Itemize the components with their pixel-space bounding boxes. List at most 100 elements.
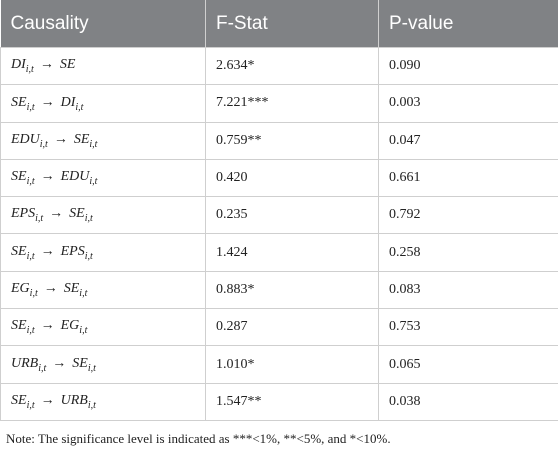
f-stat-cell: 2.634* <box>205 46 379 86</box>
causality-cell: EDUi,t → SEi,t <box>0 121 206 160</box>
causality-cell: EGi,t → SEi,t <box>0 270 206 310</box>
header-cell: F-Stat <box>205 0 379 48</box>
term-subscript: i,t <box>26 250 35 262</box>
math-term: EGi,t <box>60 318 88 337</box>
term-subscript: i,t <box>87 399 96 411</box>
f-stat-cell: 0.420 <box>205 158 379 198</box>
term-base: EG <box>60 318 80 334</box>
p-value-cell: 0.083 <box>378 270 558 310</box>
table-row: EPSi,t → SEi,t 0.235 0.792 <box>0 196 558 235</box>
term-base: EDU <box>60 169 90 185</box>
math-term: DIi,t <box>60 94 84 113</box>
f-stat-cell: 0.759** <box>205 121 379 160</box>
math-term: URBi,t <box>60 392 96 411</box>
causality-cell: EPSi,t → SEi,t <box>0 196 206 235</box>
term-subscript: i,t <box>38 362 47 374</box>
math-term: SEi,t <box>11 392 35 411</box>
table-row: SEi,t → DIi,t 7.221*** 0.003 <box>0 84 558 123</box>
math-term: SEi,t <box>69 206 93 225</box>
term-base: SE <box>59 57 76 73</box>
term-subscript: i,t <box>25 64 34 76</box>
table-row: SEi,t → EDUi,t 0.420 0.661 <box>0 158 558 198</box>
f-stat-cell: 0.235 <box>205 196 379 235</box>
math-term: SEi,t <box>73 131 98 150</box>
term-base: SE <box>11 392 27 408</box>
math-term: SEi,t <box>11 169 35 187</box>
p-value-cell: 0.661 <box>378 158 558 198</box>
term-subscript: i,t <box>84 213 93 225</box>
p-value-cell: 0.065 <box>378 345 558 384</box>
math-term: EPSi,t <box>11 206 44 225</box>
table-row: URBi,t → SEi,t 1.010* 0.065 <box>0 345 558 384</box>
math-term: URBi,t <box>11 355 47 374</box>
term-subscript: i,t <box>89 175 98 187</box>
math-term: SEi,t <box>11 94 35 113</box>
term-subscript: i,t <box>79 287 88 299</box>
f-stat-cell: 0.883* <box>205 270 379 310</box>
term-base: EPS <box>60 243 85 259</box>
math-term: EGi,t <box>11 281 38 299</box>
arrow: → <box>52 355 67 371</box>
term-base: DI <box>60 94 76 110</box>
math-term: SEi,t <box>72 355 96 374</box>
term-base: SE <box>11 318 27 334</box>
table-head: Causality F-Stat P-value <box>0 0 558 48</box>
term-subscript: i,t <box>26 399 35 411</box>
data-table: Causality F-Stat P-value DIi,t → SE 2.634* 0.0… <box>0 0 558 421</box>
table-row: SEi,t → URBi,t 1.547** 0.038 <box>0 382 558 421</box>
f-stat-cell: 1.424 <box>205 233 379 272</box>
arrow: → <box>39 57 54 73</box>
arrow: → <box>40 318 55 334</box>
header-cell: Causality <box>0 0 206 48</box>
p-value-cell: 0.792 <box>378 196 558 235</box>
term-subscript: i,t <box>29 287 38 299</box>
table-row: EGi,t → SEi,t 0.883* 0.083 <box>0 270 558 310</box>
term-subscript: i,t <box>39 138 48 150</box>
table-row: EDUi,t → SEi,t 0.759** 0.047 <box>0 121 558 160</box>
p-value-cell: 0.003 <box>378 84 558 123</box>
term-base: URB <box>11 355 39 371</box>
p-value-cell: 0.047 <box>378 121 558 160</box>
causality-cell: URBi,t → SEi,t <box>0 345 206 384</box>
f-stat-cell: 7.221*** <box>205 84 379 123</box>
term-base: SE <box>69 206 85 222</box>
term-subscript: i,t <box>35 213 44 225</box>
term-subscript: i,t <box>84 250 93 262</box>
arrow: → <box>43 281 58 297</box>
term-subscript: i,t <box>26 175 35 187</box>
term-subscript: i,t <box>79 325 88 337</box>
term-subscript: i,t <box>26 325 35 337</box>
table-body: DIi,t → SE 2.634* 0.090 SEi,t → DIi,t 7.221*** 0.… <box>0 46 558 421</box>
math-term: SEi,t <box>11 318 35 337</box>
term-base: SE <box>11 94 27 110</box>
table-row: DIi,t → SE 2.634* 0.090 <box>0 46 558 86</box>
math-term: SEi,t <box>64 281 88 299</box>
term-subscript: i,t <box>75 101 84 113</box>
arrow: → <box>40 243 55 259</box>
p-value-cell: 0.753 <box>378 308 558 347</box>
term-base: DI <box>11 57 26 73</box>
header-row: Causality F-Stat P-value <box>0 0 558 48</box>
causality-cell: DIi,t → SE <box>0 46 206 86</box>
p-value-cell: 0.258 <box>378 233 558 272</box>
term-subscript: i,t <box>89 138 98 150</box>
table-row: SEi,t → EPSi,t 1.424 0.258 <box>0 233 558 272</box>
causality-cell: SEi,t → EGi,t <box>0 308 206 347</box>
p-value-cell: 0.090 <box>378 46 558 86</box>
header-cell: P-value <box>378 0 558 48</box>
term-subscript: i,t <box>87 362 96 374</box>
table-note: Note: The significance level is indicate… <box>6 430 391 446</box>
term-base: SE <box>72 355 88 371</box>
f-stat-cell: 1.547** <box>205 382 379 421</box>
term-subscript: i,t <box>26 101 35 113</box>
term-base: SE <box>73 131 90 147</box>
arrow: → <box>49 206 64 222</box>
causality-cell: SEi,t → URBi,t <box>0 382 206 421</box>
term-base: EDU <box>11 131 40 147</box>
term-base: SE <box>11 243 27 259</box>
term-base: URB <box>60 392 88 408</box>
f-stat-cell: 0.287 <box>205 308 379 347</box>
term-base: EPS <box>11 206 36 222</box>
arrow: → <box>40 392 55 408</box>
